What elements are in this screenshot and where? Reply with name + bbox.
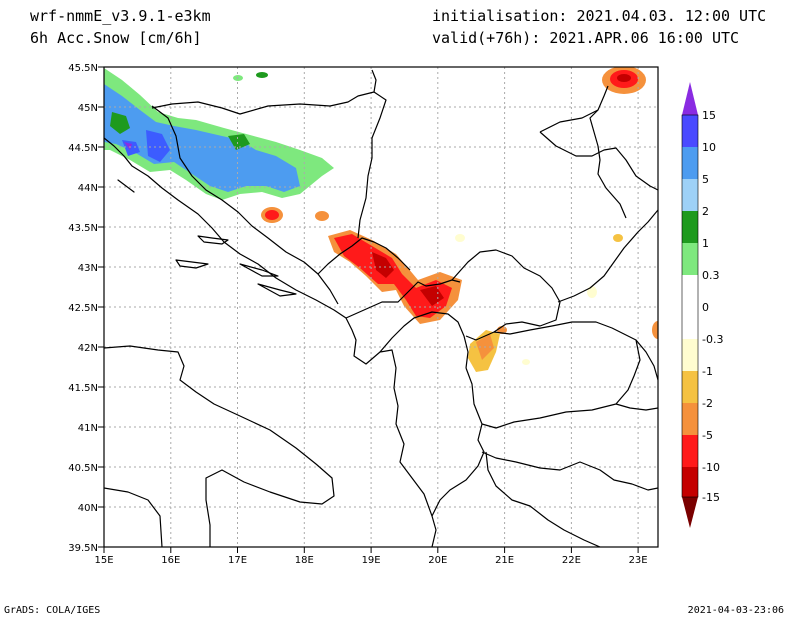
footer-credit: GrADS: COLA/IGES	[4, 605, 101, 616]
colorbar-segment	[682, 243, 698, 275]
axis-ticks	[98, 66, 639, 553]
colorbar-bottom-arrow	[682, 497, 698, 528]
snow-area-blue	[104, 84, 300, 192]
colorbar-label: 10	[702, 141, 716, 154]
melt-area	[613, 234, 623, 242]
variable-title: 6h Acc.Snow [cm/6h]	[30, 29, 202, 47]
melt-area	[522, 359, 530, 365]
lon-label: 18E	[295, 555, 314, 566]
colorbar-label: 0	[702, 301, 709, 314]
colorbar-label: -5	[702, 429, 713, 442]
colorbar-label: -10	[702, 461, 720, 474]
lon-label: 17E	[228, 555, 247, 566]
longitude-labels: 15E 16E 17E 18E 19E 20E 21E 22E 23E	[94, 555, 647, 566]
melt-area	[587, 286, 597, 298]
lat-label: 42N	[78, 343, 98, 354]
colorbar-segment	[682, 307, 698, 339]
colorbar-segment	[682, 403, 698, 435]
colorbar-segment	[682, 339, 698, 371]
colorbar-label: 15	[702, 109, 716, 122]
colorbar-label: -0.3	[702, 333, 723, 346]
lat-label: 39.5N	[68, 543, 98, 554]
colorbar-labels: 15 10 5 2 1 0.3 0 -0.3 -1 -2 -5 -10 -15	[702, 109, 723, 504]
colorbar-segment	[682, 115, 698, 147]
colorbar-label: -2	[702, 397, 713, 410]
lat-label: 40.5N	[68, 463, 98, 474]
lon-label: 23E	[629, 555, 648, 566]
latitude-labels: 45.5N 45N 44.5N 44N 43.5N 43N 42.5N 42N …	[68, 63, 98, 554]
colorbar-segment	[682, 179, 698, 211]
lat-label: 42.5N	[68, 303, 98, 314]
snow-spot	[256, 72, 268, 78]
melt-area	[652, 321, 658, 339]
colorbar-label: 5	[702, 173, 709, 186]
melt-area	[315, 211, 329, 221]
lat-label: 40N	[78, 503, 98, 514]
snow-area-green-patch	[110, 112, 130, 134]
lat-label: 43N	[78, 263, 98, 274]
colorbar-segment	[682, 211, 698, 243]
colorbar-segment	[682, 275, 698, 307]
colorbar-label: -15	[702, 491, 720, 504]
melt-area	[420, 286, 444, 306]
lon-label: 22E	[562, 555, 581, 566]
lat-label: 44.5N	[68, 143, 98, 154]
initialisation-time: initialisation: 2021.04.03. 12:00 UTC	[432, 7, 767, 25]
snow-area-deep-blue	[146, 130, 170, 162]
lat-label: 44N	[78, 183, 98, 194]
colorbar	[681, 82, 699, 528]
lon-label: 15E	[94, 555, 113, 566]
colorbar-segment	[682, 371, 698, 403]
lat-label: 43.5N	[68, 223, 98, 234]
model-title: wrf-nmmE_v3.9.1-e3km	[30, 7, 211, 25]
valid-time: valid(+76h): 2021.APR.06 16:00 UTC	[432, 29, 740, 47]
colorbar-label: 1	[702, 237, 709, 250]
melt-area	[334, 234, 452, 318]
snow-area-green-patch	[228, 134, 250, 150]
lat-label: 45N	[78, 103, 98, 114]
melt-area	[617, 74, 631, 82]
colorbar-segment	[682, 147, 698, 179]
snow-area-purple	[124, 142, 132, 150]
melt-area	[265, 210, 279, 220]
coastlines-and-borders	[104, 69, 658, 547]
lat-label: 41N	[78, 423, 98, 434]
lon-label: 16E	[161, 555, 180, 566]
lon-label: 20E	[428, 555, 447, 566]
grid-lines	[104, 67, 658, 547]
melt-area	[455, 234, 465, 242]
footer-timestamp: 2021-04-03-23:06	[687, 605, 784, 616]
melt-area	[372, 252, 394, 278]
lon-label: 21E	[495, 555, 514, 566]
lat-label: 45.5N	[68, 63, 98, 74]
colorbar-label: 2	[702, 205, 709, 218]
colorbar-segment	[682, 467, 698, 497]
lon-label: 19E	[362, 555, 381, 566]
colorbar-segment	[682, 435, 698, 467]
colorbar-top-arrow	[682, 82, 698, 115]
lat-label: 41.5N	[68, 383, 98, 394]
colorbar-label: -1	[702, 365, 713, 378]
colorbar-label: 0.3	[702, 269, 720, 282]
